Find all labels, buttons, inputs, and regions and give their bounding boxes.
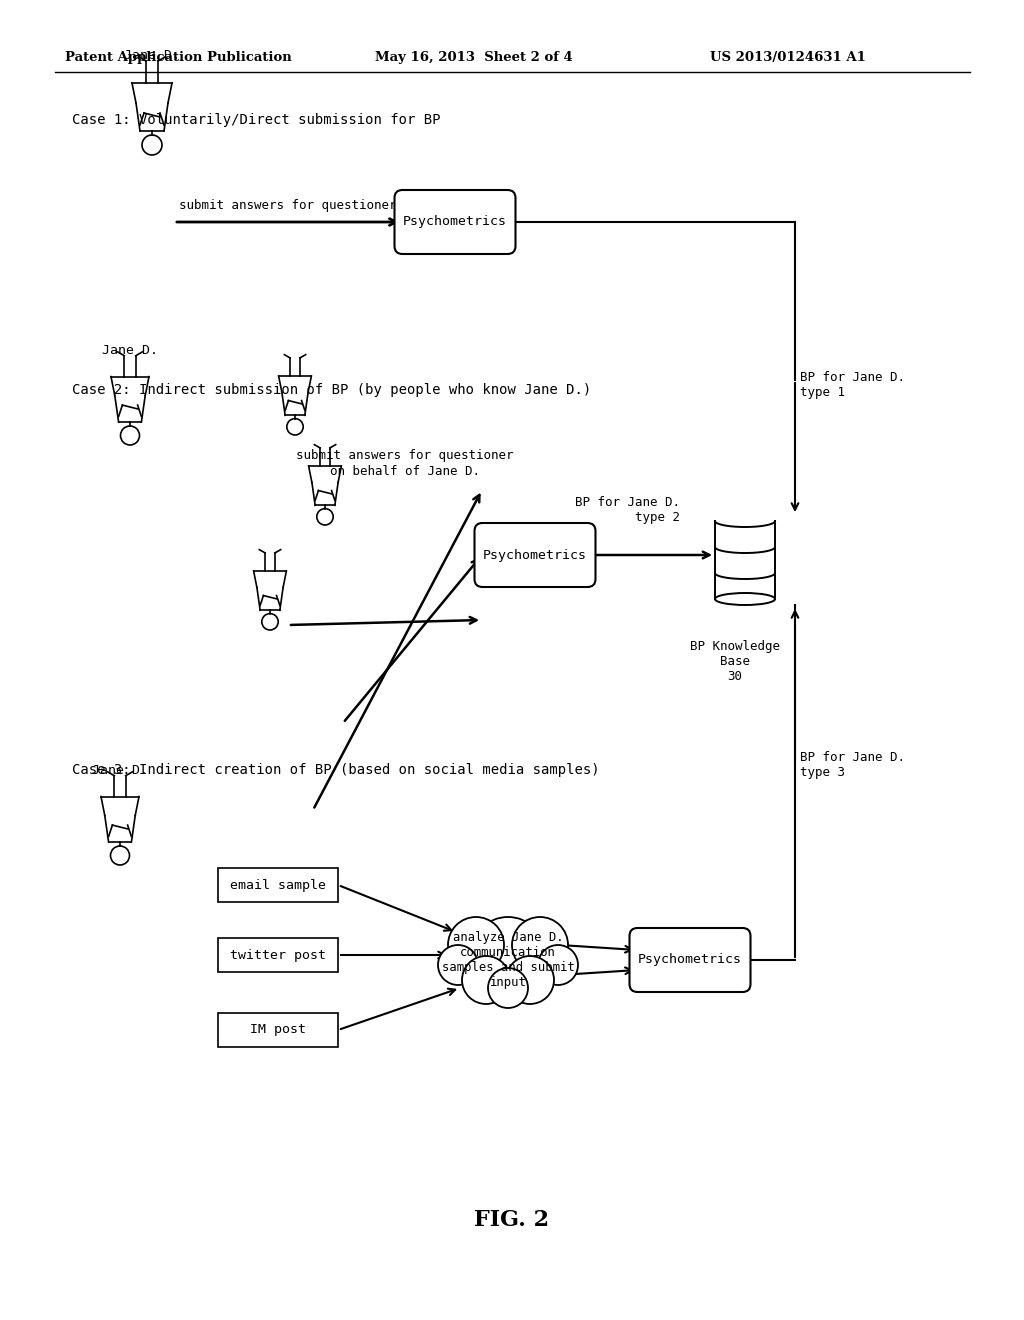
Text: BP for Jane D.
type 1: BP for Jane D. type 1 bbox=[800, 371, 905, 399]
Text: Case 2: Indirect submission of BP (by people who know Jane D.): Case 2: Indirect submission of BP (by pe… bbox=[72, 383, 591, 397]
Text: Jane D.: Jane D. bbox=[124, 49, 180, 62]
Bar bbox=[218, 869, 338, 902]
Text: Case 1: Voluntarily/Direct submission for BP: Case 1: Voluntarily/Direct submission fo… bbox=[72, 114, 440, 127]
Text: submit answers for questioner: submit answers for questioner bbox=[296, 449, 514, 462]
Text: Jane D.: Jane D. bbox=[102, 345, 158, 356]
Ellipse shape bbox=[449, 915, 568, 1005]
FancyBboxPatch shape bbox=[394, 190, 515, 253]
Bar bbox=[218, 939, 338, 972]
Text: email sample: email sample bbox=[230, 879, 326, 891]
Bar bbox=[218, 1012, 338, 1047]
Circle shape bbox=[512, 917, 568, 973]
Text: BP for Jane D.
type 3: BP for Jane D. type 3 bbox=[800, 751, 905, 779]
Text: Psychometrics: Psychometrics bbox=[483, 549, 587, 561]
Text: submit answers for questioner: submit answers for questioner bbox=[179, 199, 396, 213]
Text: Case 3: Indirect creation of BP (based on social media samples): Case 3: Indirect creation of BP (based o… bbox=[72, 763, 600, 777]
Text: BP Knowledge
Base
30: BP Knowledge Base 30 bbox=[690, 640, 780, 682]
Text: Psychometrics: Psychometrics bbox=[638, 953, 742, 966]
Text: on behalf of Jane D.: on behalf of Jane D. bbox=[330, 465, 480, 478]
Text: twitter post: twitter post bbox=[230, 949, 326, 961]
Text: Psychometrics: Psychometrics bbox=[403, 215, 507, 228]
FancyBboxPatch shape bbox=[474, 523, 596, 587]
Text: Patent Application Publication: Patent Application Publication bbox=[65, 51, 292, 65]
Text: BP for Jane D.
type 2: BP for Jane D. type 2 bbox=[575, 496, 680, 524]
Text: US 2013/0124631 A1: US 2013/0124631 A1 bbox=[710, 51, 866, 65]
Text: IM post: IM post bbox=[250, 1023, 306, 1036]
Text: May 16, 2013  Sheet 2 of 4: May 16, 2013 Sheet 2 of 4 bbox=[375, 51, 572, 65]
Circle shape bbox=[506, 956, 554, 1005]
Circle shape bbox=[470, 917, 546, 993]
Circle shape bbox=[538, 945, 578, 985]
Text: FIG. 2: FIG. 2 bbox=[474, 1209, 550, 1232]
Circle shape bbox=[488, 968, 528, 1008]
Text: analyze Jane D.
communication
samples and submit
input: analyze Jane D. communication samples an… bbox=[441, 931, 574, 989]
Circle shape bbox=[462, 956, 510, 1005]
Circle shape bbox=[449, 917, 504, 973]
FancyBboxPatch shape bbox=[630, 928, 751, 993]
Text: Jane D.: Jane D. bbox=[92, 764, 148, 777]
Circle shape bbox=[438, 945, 478, 985]
